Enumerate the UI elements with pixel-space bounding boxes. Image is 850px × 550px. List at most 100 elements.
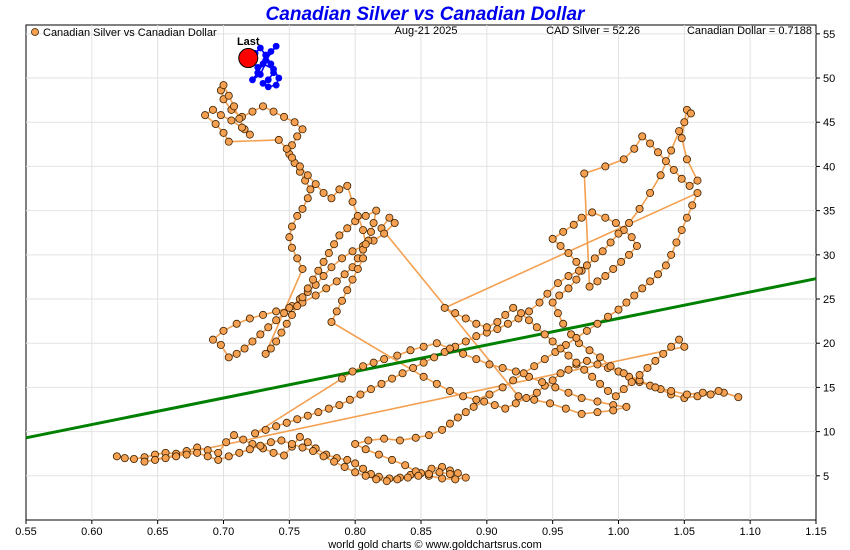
data-point [490,401,499,410]
data-point [266,438,275,447]
data-point [451,475,460,484]
data-point [193,448,202,457]
data-point [269,107,278,116]
data-point [361,471,370,480]
data-point [269,448,278,457]
data-point [361,211,370,220]
data-point [359,362,368,371]
data-point [603,386,612,395]
data-point [211,120,220,129]
x-tick-label: 0.65 [147,526,168,538]
data-point [245,445,254,454]
data-point [572,257,581,266]
data-point [519,369,528,378]
data-point [548,337,557,346]
data-point [556,241,565,250]
data-point [351,439,360,448]
data-point [256,441,265,450]
data-point [553,309,562,318]
data-point [277,436,286,445]
data-point [459,392,468,401]
data-point [129,455,138,464]
data-point [335,185,344,194]
data-point [635,371,644,380]
data-point [348,275,357,284]
x-tick-label: 1.05 [674,526,695,538]
data-point [406,346,415,355]
data-point [564,388,573,397]
data-point [543,289,552,298]
data-point [369,358,378,367]
data-point [511,367,520,376]
data-point [509,303,518,312]
data-point [409,363,418,372]
data-point [693,176,702,185]
data-point [667,250,676,259]
data-point [282,144,291,153]
data-point [524,307,533,316]
data-point [480,397,489,406]
data-point [619,369,628,378]
data-point [461,408,470,417]
data-point [311,291,320,300]
data-point [611,218,620,227]
recent-point [267,48,275,55]
data-point [661,157,670,166]
data-point [303,284,312,293]
data-point [611,392,620,401]
data-point [293,211,302,220]
points-recent [244,42,283,91]
data-point [606,362,615,371]
data-point [287,439,296,448]
data-point [219,81,228,90]
data-point [572,358,581,367]
data-point [343,181,352,190]
data-point [287,243,296,252]
credit-text: world gold charts © www.goldchartsrus.co… [327,539,542,550]
data-point [214,448,223,457]
data-point [501,404,510,413]
data-point [330,240,339,249]
data-point [601,272,610,281]
recent-point [256,44,264,52]
data-point [619,155,628,164]
data-point [380,434,389,443]
data-point [285,303,294,312]
data-point [577,394,586,403]
data-point [235,114,244,123]
data-point [643,363,652,372]
data-point [680,342,689,351]
data-point [498,383,507,392]
data-point [327,263,336,272]
data-point [201,111,210,120]
data-point [564,272,573,281]
data-point [564,365,573,374]
data-point [580,169,589,178]
data-point [503,319,512,328]
data-point [509,376,518,385]
data-point [293,415,302,424]
data-point [232,319,241,328]
data-point [627,378,636,387]
data-point [635,204,644,213]
x-tick-label: 0.85 [410,526,431,538]
data-point [227,116,236,125]
recent-point [275,74,283,82]
data-point [669,165,678,174]
data-point [293,302,302,311]
data-point [540,355,549,364]
data-point [251,429,260,438]
data-point [385,213,394,222]
data-point [216,111,225,120]
x-tick-label: 0.75 [279,526,300,538]
data-point [327,317,336,326]
data-point [319,188,328,197]
y-tick-label: 5 [823,471,829,483]
data-point [393,351,402,360]
data-point [572,333,581,342]
data-point [230,431,239,440]
data-point [675,335,684,344]
data-point [235,448,244,457]
recent-point [264,83,272,91]
recent-point [272,42,280,50]
